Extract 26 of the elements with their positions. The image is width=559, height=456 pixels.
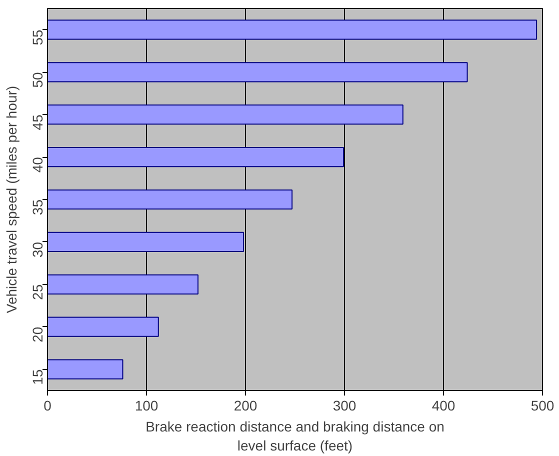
bar bbox=[48, 232, 244, 252]
bar bbox=[48, 359, 124, 380]
x-tick-label: 500 bbox=[530, 398, 554, 414]
bar bbox=[48, 316, 159, 337]
bar bbox=[48, 20, 538, 40]
y-tick-label: 55 bbox=[30, 30, 46, 46]
x-tick-label: 0 bbox=[44, 398, 52, 414]
y-tick-label: 15 bbox=[30, 369, 46, 385]
bar bbox=[48, 274, 198, 294]
y-tick-label: 35 bbox=[30, 199, 46, 216]
bar bbox=[48, 104, 404, 125]
y-axis-title: Vehicle travel speed (miles per hour) bbox=[4, 86, 20, 314]
bar bbox=[48, 62, 468, 82]
bar bbox=[48, 189, 293, 210]
bar bbox=[48, 147, 344, 168]
y-tick-label: 30 bbox=[30, 242, 46, 258]
x-tick-label: 100 bbox=[134, 398, 158, 414]
x-tick-label: 200 bbox=[234, 398, 258, 414]
y-tick-label: 40 bbox=[30, 156, 46, 173]
x-axis-title: Brake reaction distance and braking distance on level surface (feet) bbox=[146, 418, 444, 454]
y-tick-label: 45 bbox=[30, 114, 46, 130]
y-tick-label: 20 bbox=[30, 326, 46, 342]
y-tick-label: 50 bbox=[30, 72, 46, 88]
y-tick-label: 25 bbox=[30, 284, 46, 300]
x-tick-label: 400 bbox=[432, 398, 456, 414]
x-tick-label: 300 bbox=[332, 398, 356, 414]
